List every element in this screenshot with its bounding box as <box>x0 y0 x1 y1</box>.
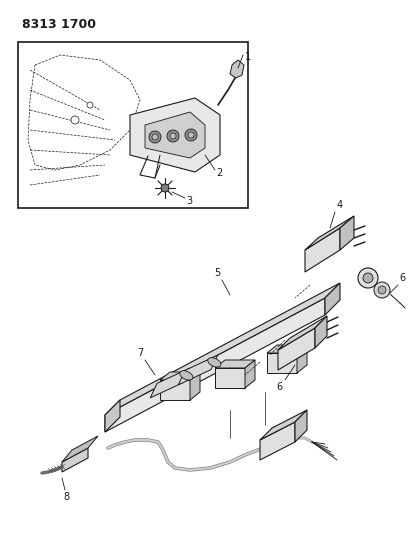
Text: 6: 6 <box>276 382 282 392</box>
Circle shape <box>362 273 372 283</box>
Polygon shape <box>105 400 120 432</box>
Polygon shape <box>105 298 324 432</box>
Circle shape <box>87 102 93 108</box>
Polygon shape <box>245 360 254 388</box>
Polygon shape <box>259 410 306 440</box>
Circle shape <box>148 131 161 143</box>
Circle shape <box>377 286 385 294</box>
Polygon shape <box>296 345 306 373</box>
Circle shape <box>184 129 196 141</box>
Polygon shape <box>178 355 217 385</box>
Polygon shape <box>294 410 306 442</box>
Polygon shape <box>214 368 245 388</box>
Circle shape <box>71 116 79 124</box>
Polygon shape <box>314 316 326 348</box>
Circle shape <box>357 268 377 288</box>
Polygon shape <box>304 228 339 272</box>
Polygon shape <box>62 448 88 472</box>
Circle shape <box>152 134 157 140</box>
Polygon shape <box>189 372 200 400</box>
Circle shape <box>188 132 193 138</box>
Text: 8313 1700: 8313 1700 <box>22 18 96 31</box>
Text: 6: 6 <box>398 273 404 283</box>
Polygon shape <box>130 98 220 172</box>
Polygon shape <box>277 316 326 350</box>
Circle shape <box>373 282 389 298</box>
Polygon shape <box>62 436 98 462</box>
Text: 3: 3 <box>186 196 192 206</box>
Polygon shape <box>339 216 353 250</box>
Polygon shape <box>229 60 243 78</box>
Polygon shape <box>150 368 189 398</box>
Bar <box>18 42 247 208</box>
Text: 2: 2 <box>216 168 222 178</box>
Polygon shape <box>214 360 254 368</box>
Polygon shape <box>259 422 294 460</box>
Polygon shape <box>304 216 353 250</box>
Polygon shape <box>266 345 306 353</box>
Circle shape <box>161 184 169 192</box>
Polygon shape <box>277 328 314 370</box>
Circle shape <box>166 130 179 142</box>
Text: 1: 1 <box>245 52 250 62</box>
Polygon shape <box>145 112 204 158</box>
Ellipse shape <box>207 358 220 367</box>
Text: 7: 7 <box>137 348 143 358</box>
Polygon shape <box>160 372 200 380</box>
Polygon shape <box>105 283 339 415</box>
Ellipse shape <box>179 371 192 380</box>
Text: 4: 4 <box>336 200 342 210</box>
Polygon shape <box>160 380 189 400</box>
Polygon shape <box>324 283 339 315</box>
Circle shape <box>170 133 175 139</box>
Text: 8: 8 <box>63 492 69 502</box>
Polygon shape <box>266 353 296 373</box>
Text: 5: 5 <box>213 268 220 278</box>
